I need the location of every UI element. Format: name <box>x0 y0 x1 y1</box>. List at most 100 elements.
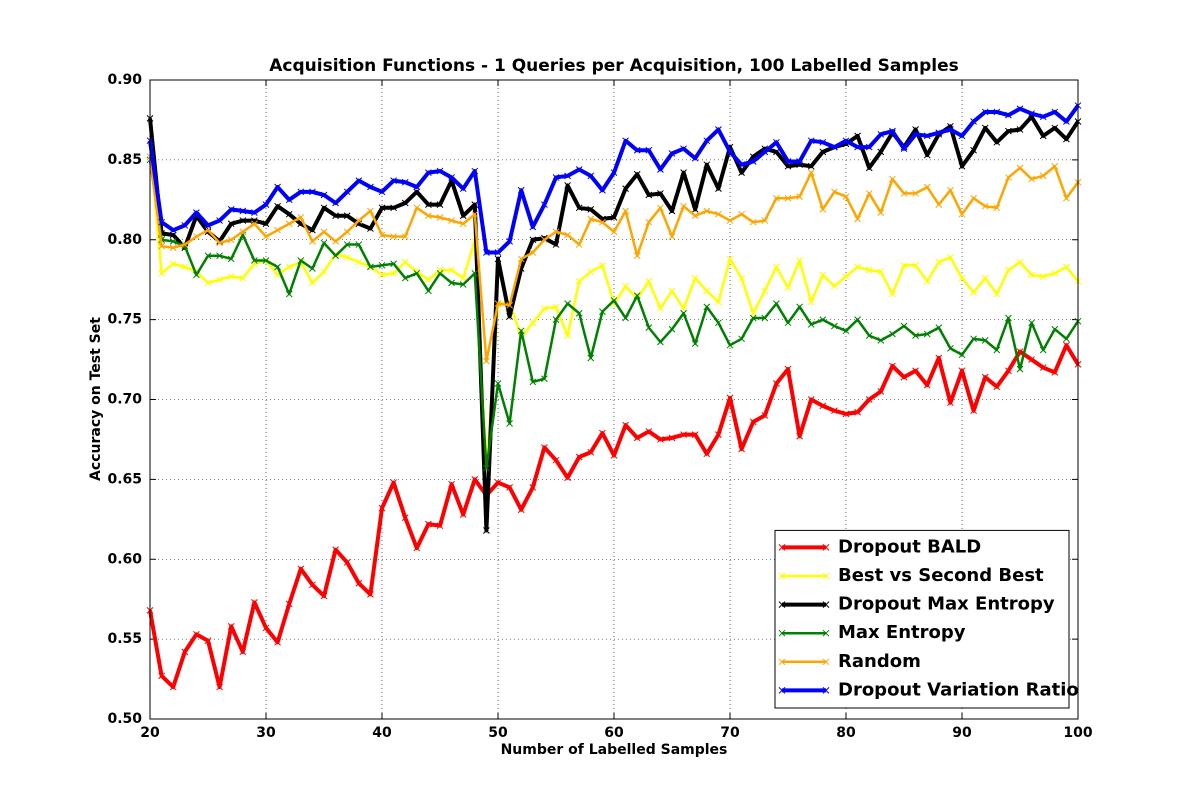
marker <box>912 332 919 339</box>
marker <box>483 527 490 534</box>
marker <box>854 143 861 151</box>
marker <box>285 290 293 298</box>
marker <box>1005 266 1012 274</box>
marker <box>831 282 838 290</box>
marker <box>633 170 641 178</box>
marker <box>715 185 722 192</box>
marker <box>378 504 386 512</box>
marker <box>761 148 769 156</box>
marker <box>285 196 293 204</box>
marker <box>981 108 989 116</box>
marker <box>807 137 815 145</box>
marker <box>749 309 757 317</box>
marker <box>169 244 177 252</box>
marker <box>297 565 305 573</box>
marker <box>413 544 421 552</box>
marker <box>587 448 595 456</box>
marker <box>831 407 838 415</box>
marker <box>947 253 954 261</box>
marker <box>947 399 954 407</box>
marker <box>912 367 919 375</box>
marker <box>981 202 989 210</box>
marker <box>981 337 989 344</box>
marker <box>564 231 571 239</box>
marker <box>1005 314 1012 322</box>
marker <box>923 381 931 389</box>
legend-marker <box>778 687 786 694</box>
marker <box>274 638 281 646</box>
marker <box>1063 341 1070 349</box>
marker <box>796 303 803 311</box>
marker <box>541 305 548 312</box>
marker <box>204 226 212 234</box>
marker <box>1028 175 1035 183</box>
marker <box>1051 124 1059 132</box>
marker <box>355 217 363 224</box>
marker <box>738 161 745 169</box>
legend-marker <box>822 629 830 637</box>
marker <box>1028 356 1035 363</box>
marker <box>622 185 629 192</box>
marker <box>378 204 386 212</box>
marker <box>738 445 745 453</box>
marker <box>343 241 351 248</box>
marker <box>680 431 687 438</box>
marker <box>819 148 827 156</box>
marker <box>204 252 212 260</box>
marker <box>726 255 734 263</box>
marker <box>506 313 513 320</box>
marker <box>935 129 943 137</box>
marker <box>877 337 885 344</box>
marker <box>320 191 328 199</box>
marker <box>216 217 223 224</box>
marker <box>842 137 850 145</box>
marker <box>1005 367 1012 375</box>
marker <box>309 265 316 272</box>
marker <box>738 335 745 343</box>
y-tick-label: 0.60 <box>107 551 142 567</box>
legend-marker <box>778 601 786 608</box>
marker <box>726 217 734 224</box>
legend-box <box>774 529 1070 709</box>
marker <box>691 274 699 282</box>
marker <box>865 164 873 172</box>
x-tick-label: 80 <box>836 725 856 741</box>
marker <box>599 261 606 269</box>
marker <box>1051 162 1059 170</box>
marker <box>1063 263 1070 271</box>
marker <box>599 186 606 194</box>
marker <box>749 218 757 226</box>
marker <box>1039 113 1047 121</box>
chart-title: Acquisition Functions - 1 Queries per Ac… <box>269 56 958 76</box>
y-axis-label: Accuracy on Test Set <box>88 317 104 481</box>
legend-marker <box>778 572 786 580</box>
marker <box>796 432 803 440</box>
marker <box>923 277 931 285</box>
marker <box>169 226 177 234</box>
marker <box>355 241 363 248</box>
marker <box>726 341 734 349</box>
marker <box>900 190 908 197</box>
marker <box>691 206 699 213</box>
marker <box>958 210 966 218</box>
marker <box>216 252 223 260</box>
marker <box>703 303 711 311</box>
marker <box>390 260 397 268</box>
marker <box>784 194 792 202</box>
marker <box>343 228 351 236</box>
marker <box>587 206 595 213</box>
marker <box>784 284 792 292</box>
marker <box>459 212 467 220</box>
marker <box>390 233 397 240</box>
marker <box>970 289 977 296</box>
marker <box>343 188 351 196</box>
legend-label: Max Entropy <box>838 622 966 643</box>
marker <box>1039 364 1047 371</box>
marker <box>796 257 803 264</box>
marker <box>413 204 421 212</box>
marker <box>645 218 653 226</box>
marker <box>889 290 896 298</box>
marker <box>900 373 908 381</box>
marker <box>251 257 258 264</box>
marker <box>645 191 653 199</box>
